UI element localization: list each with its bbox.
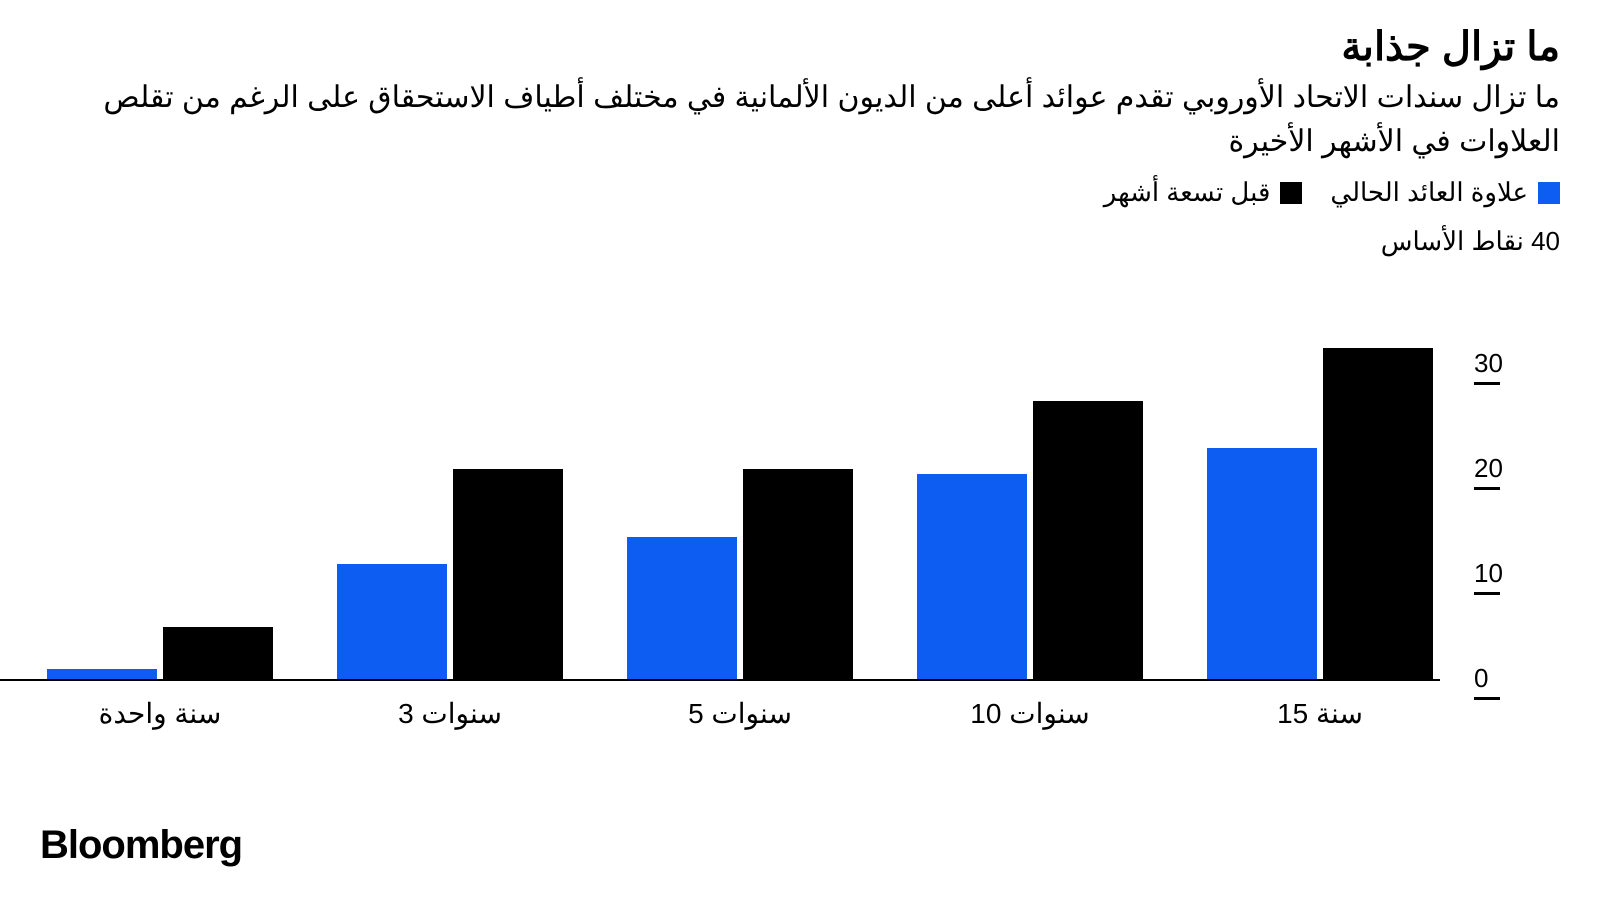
legend: علاوة العائد الحالي قبل تسعة أشهر bbox=[24, 177, 1560, 208]
x-tick-label: 10 سنوات bbox=[970, 697, 1089, 730]
y-tick-mark bbox=[1474, 592, 1500, 595]
x-tick-label: سنة واحدة bbox=[99, 697, 222, 730]
legend-item-prior: قبل تسعة أشهر bbox=[1104, 177, 1303, 208]
x-tick-label: 15 سنة bbox=[1277, 697, 1363, 730]
chart-title: ما تزال جذابة bbox=[24, 24, 1560, 70]
y-tick-label: 10 bbox=[1474, 558, 1503, 589]
legend-label-prior: قبل تسعة أشهر bbox=[1104, 177, 1271, 208]
bar-series2 bbox=[743, 469, 853, 679]
y-tick-label: 20 bbox=[1474, 453, 1503, 484]
x-tick-label: 3 سنوات bbox=[398, 697, 502, 730]
y-tick-label: 0 bbox=[1474, 663, 1488, 694]
bar-series2 bbox=[1323, 348, 1433, 679]
x-axis-baseline bbox=[0, 679, 1440, 681]
bar-chart: 0 10 20 30 سنة واحدة 3 سنوات 5 سنوات 10 سنوات 15… bbox=[0, 259, 1560, 759]
y-tick-label: 30 bbox=[1474, 348, 1503, 379]
bar-series1 bbox=[337, 564, 447, 680]
chart-subtitle: ما تزال سندات الاتحاد الأوروبي تقدم عوائ… bbox=[24, 76, 1560, 163]
bar-series2 bbox=[163, 627, 273, 680]
y-tick-mark bbox=[1474, 697, 1500, 700]
y-axis-label: 40 نقاط الأساس bbox=[24, 226, 1560, 257]
bar-series2 bbox=[453, 469, 563, 679]
legend-item-current: علاوة العائد الحالي bbox=[1330, 177, 1560, 208]
bar-series1 bbox=[627, 537, 737, 679]
legend-label-current: علاوة العائد الحالي bbox=[1330, 177, 1528, 208]
brand-logo: Bloomberg bbox=[40, 823, 242, 868]
y-tick-mark bbox=[1474, 382, 1500, 385]
bar-series2 bbox=[1033, 401, 1143, 679]
y-tick-mark bbox=[1474, 487, 1500, 490]
bar-series1 bbox=[47, 669, 157, 680]
x-tick-label: 5 سنوات bbox=[688, 697, 792, 730]
bar-series1 bbox=[917, 474, 1027, 679]
bar-series1 bbox=[1207, 448, 1317, 679]
legend-swatch-prior bbox=[1280, 182, 1302, 204]
legend-swatch-current bbox=[1538, 182, 1560, 204]
